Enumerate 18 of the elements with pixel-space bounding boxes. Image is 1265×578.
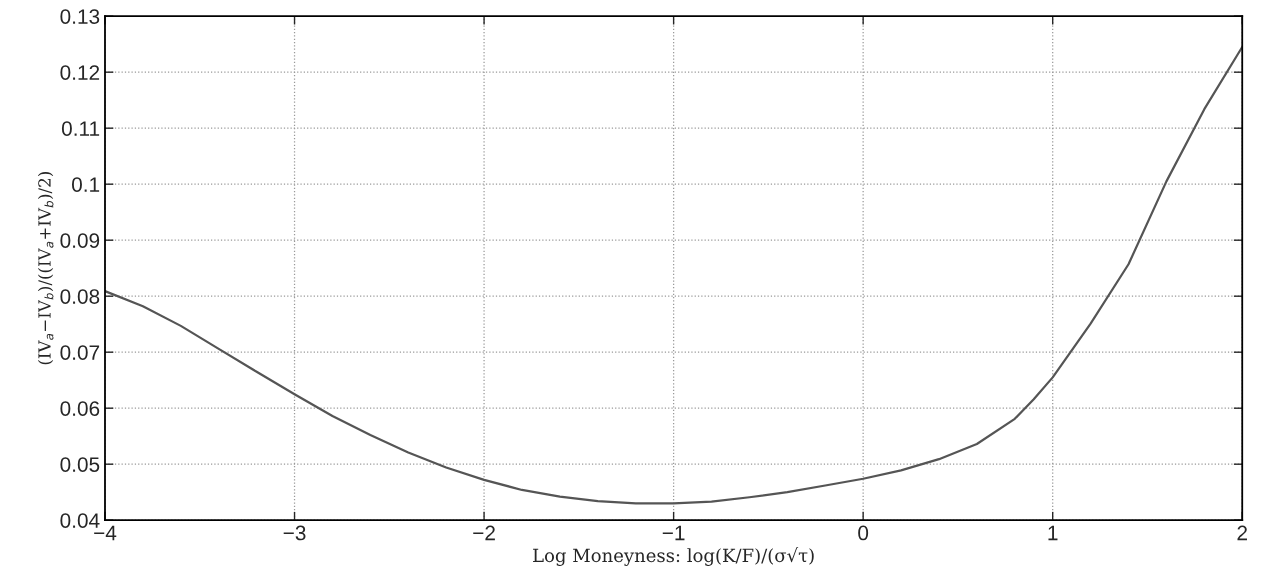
x-tick-label: −3 <box>283 525 306 541</box>
x-axis-title: Log Moneyness: log(K/F)/(σ√τ) <box>533 547 814 566</box>
x-tick-label: −2 <box>473 525 495 541</box>
x-tick-label: 0 <box>858 525 869 541</box>
y-tick-label: 0.08 <box>60 289 100 304</box>
y-tick-label: 0.05 <box>60 457 100 472</box>
x-tick-label: 1 <box>1048 525 1058 541</box>
x-tick-label: −1 <box>662 525 685 541</box>
y-tick-label: 0.1 <box>71 177 100 192</box>
y-tick-label: 0.13 <box>60 9 100 24</box>
text: (IV$_{a}$−IV$_{b}$)/((IV$_{a}$+IV$_{b}$)/2) <box>37 172 54 365</box>
y-tick-label: 0.11 <box>61 121 100 136</box>
line-series <box>105 45 1243 505</box>
y-tick-label: 0.12 <box>60 65 100 80</box>
y-tick-label: 0.06 <box>60 401 100 416</box>
x-tick-label: 2 <box>1237 525 1247 541</box>
y-tick-label: 0.07 <box>60 345 100 360</box>
y-tick-label: 0.09 <box>60 233 100 248</box>
